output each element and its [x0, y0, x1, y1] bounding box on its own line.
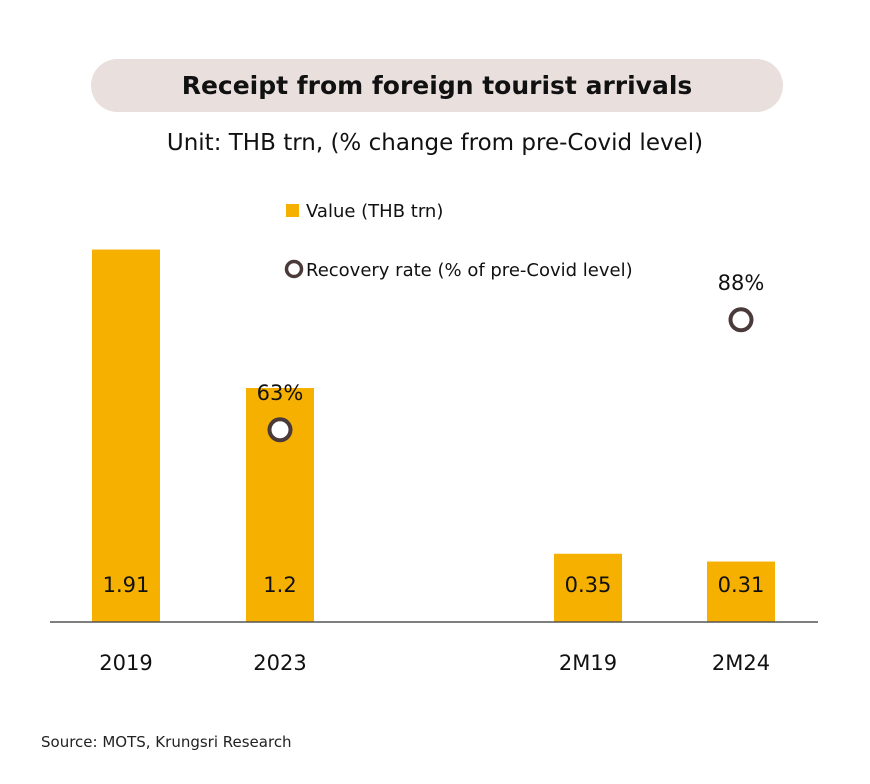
- bar-2019: [92, 249, 160, 623]
- x-tick-labels-group: 2019 2023 2M19 2M24: [99, 651, 770, 675]
- recovery-label-2023: 63%: [257, 381, 304, 405]
- bar-value-label-2M19: 0.35: [565, 573, 612, 597]
- bar-2M24: [707, 561, 775, 622]
- chart-subtitle: Unit: THB trn, (% change from pre-Covid …: [166, 130, 704, 156]
- x-tick-label-2M19: 2M19: [559, 651, 617, 675]
- bar-2M19: [554, 553, 622, 622]
- x-tick-label-2019: 2019: [99, 651, 152, 675]
- x-tick-label-2023: 2023: [253, 651, 306, 675]
- legend-marker-recovery: [284, 259, 304, 279]
- legend-label-value: Value (THB trn): [306, 201, 443, 222]
- chart-title-pill: Receipt from foreign tourist arrivals: [91, 59, 783, 112]
- bar-value-label-2M24: 0.31: [718, 573, 765, 597]
- recovery-label-2M24: 88%: [718, 271, 765, 295]
- bars-group: [92, 249, 775, 623]
- chart-title: Receipt from foreign tourist arrivals: [181, 71, 693, 100]
- legend: Value (THB trn) Recovery rate (% of pre-…: [284, 201, 633, 281]
- legend-swatch-value: [286, 204, 299, 217]
- source-note: Source: MOTS, Krungsri Research: [41, 733, 292, 751]
- x-tick-label-2M24: 2M24: [712, 651, 770, 675]
- recovery-marker-2023: [267, 417, 293, 443]
- recovery-markers-group: 63% 88%: [257, 271, 765, 443]
- bar-value-label-2019: 1.91: [103, 573, 150, 597]
- bar-value-label-2023: 1.2: [263, 573, 296, 597]
- legend-label-recovery: Recovery rate (% of pre-Covid level): [306, 260, 633, 281]
- bar-labels-group: 1.91 1.2 0.35 0.31: [103, 573, 765, 597]
- recovery-marker-2M24: [728, 307, 754, 333]
